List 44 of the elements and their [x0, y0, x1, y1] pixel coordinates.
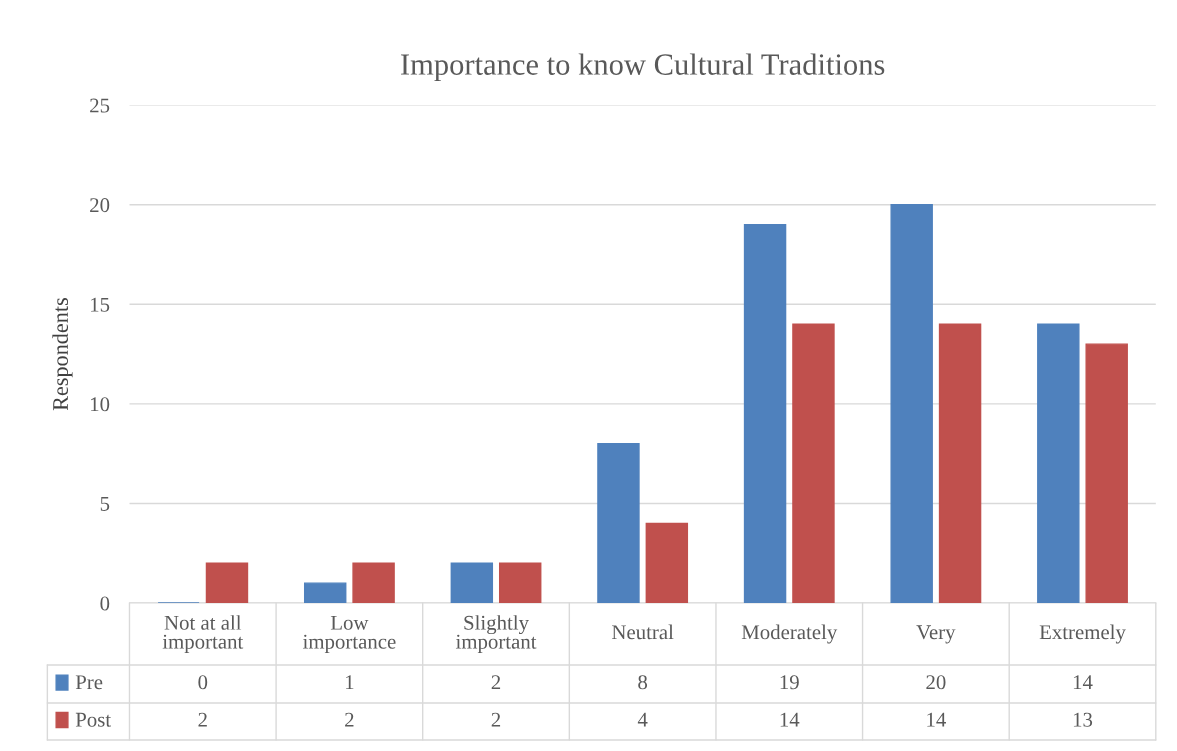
data-label: 14 [927, 712, 946, 727]
x-tick-label: Low importance [302, 615, 396, 653]
data-label: 8 [638, 675, 648, 690]
data-label: 20 [926, 675, 946, 690]
bar [938, 323, 982, 604]
bar [303, 582, 347, 604]
legend-label: Post [75, 712, 111, 727]
chart-title: Importance to know Cultural Traditions [401, 53, 885, 82]
x-tick-label: Neutral [612, 624, 674, 640]
y-tick-label: 15 [91, 297, 110, 312]
data-label: 2 [198, 712, 207, 727]
y-axis-title: Respondents [52, 298, 73, 411]
bar [450, 562, 494, 604]
bar [792, 323, 835, 604]
x-tick-label: Slightly important [455, 615, 537, 653]
x-tick-label: Moderately [741, 624, 838, 644]
data-label: 14 [780, 712, 800, 727]
x-tick-label: Not at all important [162, 615, 244, 653]
bar [498, 562, 542, 604]
y-tick-label: 10 [91, 397, 110, 412]
bar [890, 204, 933, 604]
data-label: 19 [780, 675, 799, 690]
y-tick-label: 25 [90, 98, 110, 113]
bar [743, 223, 787, 604]
bar [645, 522, 689, 604]
data-label: 14 [1073, 675, 1093, 690]
bar [1037, 323, 1080, 604]
x-tick-label: Very [916, 625, 956, 644]
y-tick-label: 0 [100, 596, 110, 611]
bar [597, 443, 640, 604]
data-label: 2 [491, 675, 501, 690]
bar [352, 562, 395, 604]
data-label: 13 [1073, 712, 1093, 727]
data-label: 0 [198, 675, 208, 690]
y-tick-label: 5 [100, 497, 110, 511]
x-tick-label: Extremely [1039, 624, 1126, 644]
data-label: 2 [345, 712, 354, 727]
bar [205, 562, 249, 604]
data-label: 2 [491, 712, 501, 727]
bar [1085, 343, 1128, 604]
data-label: 4 [637, 712, 648, 727]
data-label: 1 [346, 675, 354, 690]
y-tick-label: 20 [90, 198, 110, 213]
legend-label: Pre [75, 675, 103, 690]
